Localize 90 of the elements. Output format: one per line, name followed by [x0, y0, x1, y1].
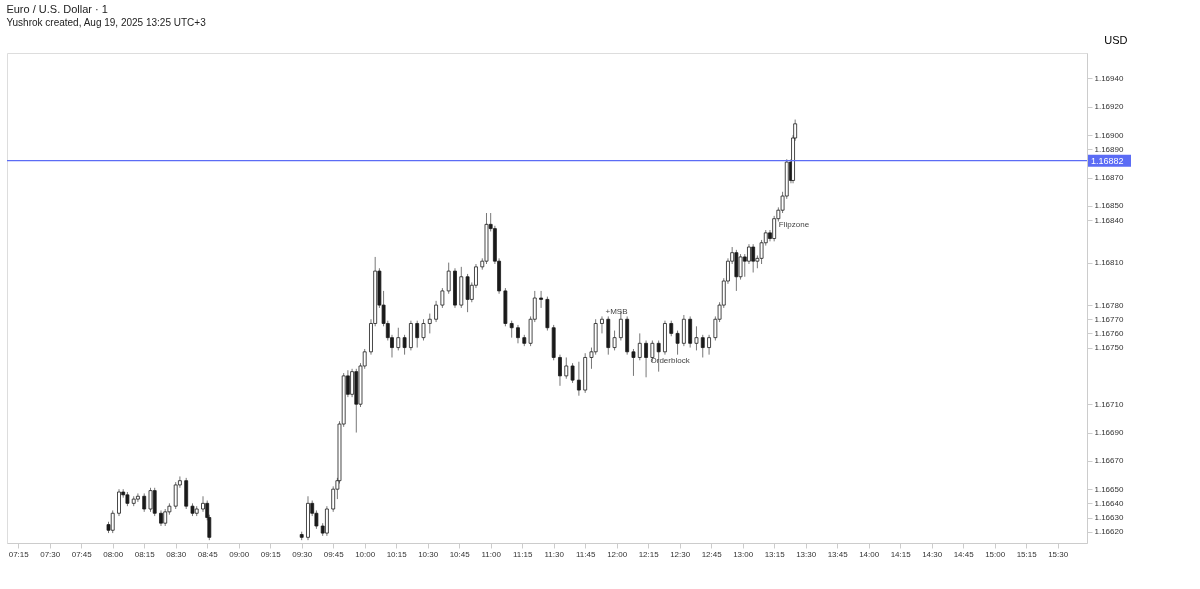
x-tick-label: 13:45	[827, 549, 849, 559]
x-tick-label: 09:00	[229, 549, 250, 559]
annotation: +MSB	[605, 306, 628, 316]
candlestick	[738, 253, 743, 281]
x-tick-label: 10:00	[355, 549, 376, 559]
x-tick-label: 08:00	[103, 549, 124, 559]
x-tick-label: 09:45	[323, 549, 345, 559]
candlestick	[700, 334, 705, 358]
candlestick	[631, 348, 636, 377]
x-tick-label: 08:45	[197, 549, 219, 559]
candlestick	[539, 290, 543, 309]
y-tick-label: 1.16670	[1094, 456, 1124, 466]
candlestick	[570, 362, 575, 384]
x-tick-label: 11:00	[481, 549, 502, 559]
x-tick-label: 14:30	[922, 549, 943, 559]
candlestick	[516, 324, 520, 344]
x-tick-label: 15:30	[1048, 549, 1069, 559]
x-tick-label: 14:45	[953, 549, 975, 559]
x-tick-label: 12:15	[638, 549, 660, 559]
candlestick	[465, 273, 470, 313]
y-tick-label: 1.16870	[1094, 173, 1124, 183]
candlestick	[446, 262, 451, 295]
y-tick-label: 1.16890	[1094, 144, 1124, 154]
candlestick	[142, 492, 147, 513]
x-tick-label: 08:30	[166, 549, 187, 559]
y-tick-label: 1.16760	[1094, 328, 1124, 338]
candlestick	[707, 334, 711, 356]
candlestick	[564, 356, 569, 380]
x-tick-label: 10:15	[386, 549, 408, 559]
x-tick-label: 09:15	[260, 549, 282, 559]
x-tick-label: 14:00	[859, 549, 880, 559]
y-tick-label: 1.16710	[1094, 399, 1124, 409]
candlestick	[421, 318, 426, 341]
candlestick	[600, 315, 604, 334]
x-tick-label: 11:45	[575, 549, 596, 559]
candlestick	[576, 361, 581, 397]
candlestick	[427, 313, 432, 334]
candlestick	[440, 287, 445, 309]
candlestick	[434, 300, 438, 323]
chart-title: Euro / U.S. Dollar · 1	[6, 3, 108, 15]
y-tick-label: 1.16630	[1094, 513, 1124, 523]
candlestick	[747, 243, 751, 265]
candlestick	[415, 320, 420, 349]
x-tick-label: 07:45	[71, 549, 93, 559]
y-axis-title: USD	[1104, 33, 1128, 46]
y-tick-label: 1.16920	[1094, 102, 1124, 112]
x-tick-label: 08:15	[134, 549, 156, 559]
y-tick-label: 1.16780	[1094, 300, 1124, 310]
x-tick-label: 11:15	[512, 549, 533, 559]
x-tick-label: 11:30	[544, 549, 565, 559]
x-tick-label: 09:30	[292, 549, 313, 559]
y-tick-label: 1.16750	[1094, 343, 1124, 353]
candlestick	[152, 487, 157, 517]
y-tick-label: 1.16620	[1094, 527, 1124, 537]
candlestick	[612, 330, 617, 351]
y-tick-label: 1.16770	[1094, 314, 1124, 324]
candlestick	[644, 339, 648, 378]
text: Yushrok created, Aug 19, 2025 13:25 UTC+3	[6, 17, 207, 28]
x-tick-label: 15:00	[985, 549, 1006, 559]
y-tick-label: 1.16900	[1094, 130, 1124, 140]
y-tick-label: 1.16690	[1094, 428, 1124, 438]
x-tick-label: 13:15	[764, 549, 786, 559]
x-tick-label: 13:30	[796, 549, 817, 559]
y-tick-label: 1.16940	[1094, 73, 1124, 83]
candlestick	[148, 487, 153, 513]
y-tick-label: 1.16650	[1094, 484, 1124, 494]
x-tick-label: 14:15	[890, 549, 912, 559]
y-tick-label: 1.16850	[1094, 201, 1124, 211]
candlestick	[402, 334, 407, 356]
y-tick-label: 1.16810	[1094, 258, 1124, 268]
candlestick	[136, 492, 140, 503]
candlestick	[694, 325, 699, 351]
y-tick-label: 1.16840	[1094, 215, 1124, 225]
x-tick-label: 10:30	[418, 549, 439, 559]
x-tick-label: 12:45	[701, 549, 723, 559]
y-tick-label: 1.16640	[1094, 498, 1124, 508]
x-tick-label: 12:30	[670, 549, 691, 559]
ref-line-label: 1.16882	[1091, 155, 1124, 166]
x-tick-label: 07:15	[8, 549, 30, 559]
annotation: Flipzone	[778, 220, 810, 230]
x-tick-label: 15:15	[1016, 549, 1038, 559]
candlestick	[396, 327, 401, 351]
candlestick	[637, 332, 642, 361]
candlestick	[558, 354, 562, 387]
x-tick-label: 10:45	[449, 549, 471, 559]
candlestick	[117, 488, 121, 517]
x-tick-label: 13:00	[733, 549, 754, 559]
x-tick-label: 12:00	[607, 549, 628, 559]
x-tick-label: 07:30	[40, 549, 61, 559]
candlestick	[675, 330, 680, 356]
